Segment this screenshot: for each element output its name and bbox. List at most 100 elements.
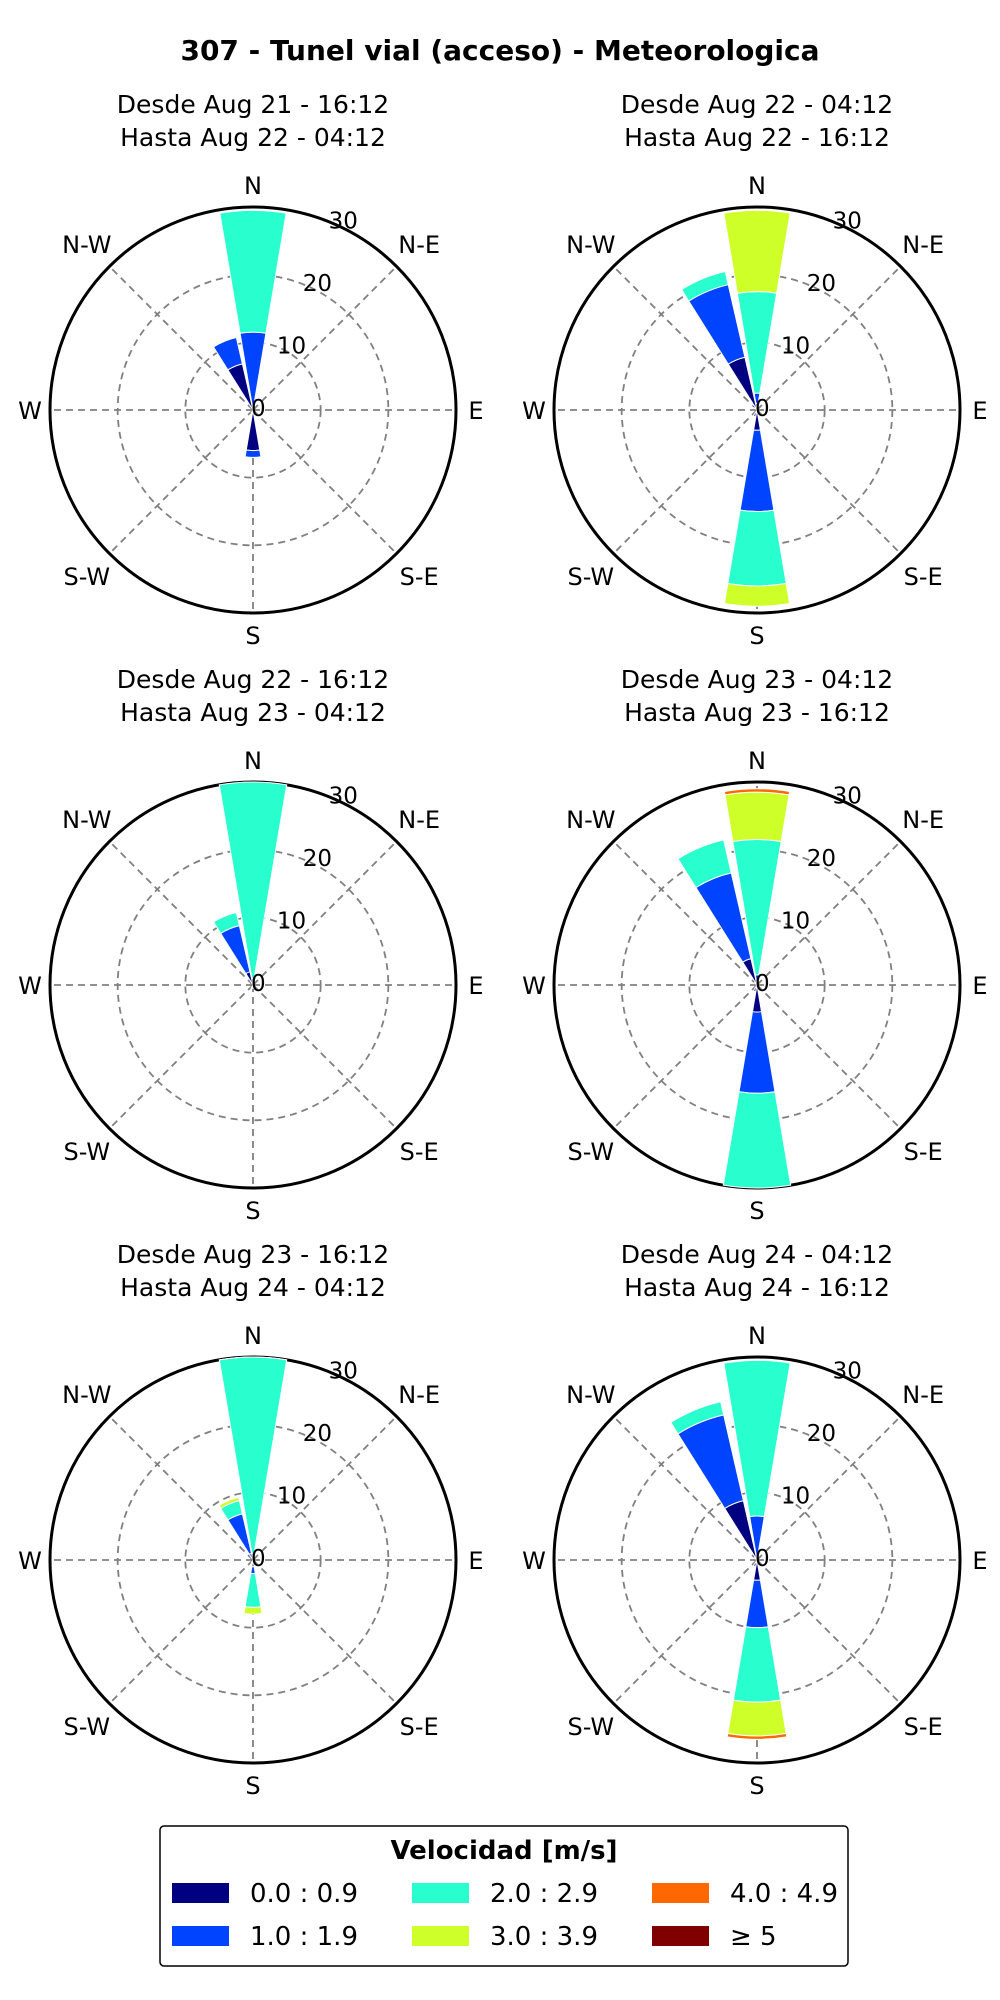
panel-subtitle-line: Desde Aug 22 - 04:12 — [621, 90, 893, 119]
grid-spoke — [612, 1559, 758, 1705]
panel-subtitle-line: Desde Aug 23 - 04:12 — [621, 665, 893, 694]
direction-label: S — [245, 622, 260, 650]
wind-wedge — [677, 839, 732, 889]
wind-wedge — [752, 984, 758, 993]
wind-wedge — [727, 509, 787, 587]
ring-label: 30 — [833, 783, 862, 809]
direction-label: N-W — [62, 1381, 111, 1409]
legend-swatch — [172, 1926, 229, 1946]
windrose-panels: Desde Aug 21 - 16:12 Hasta Aug 22 - 04:12… — [18, 90, 987, 1800]
direction-label: N — [244, 1322, 262, 1350]
direction-label: N — [748, 1322, 766, 1350]
ring-label: 10 — [781, 1483, 810, 1509]
wind-wedge — [219, 209, 287, 334]
direction-label: E — [972, 972, 987, 1000]
ring-label: 20 — [807, 271, 836, 297]
ring-label: 20 — [303, 271, 332, 297]
panel-subtitle-line: Desde Aug 21 - 16:12 — [117, 90, 389, 119]
direction-label: W — [18, 1547, 42, 1575]
grid-spoke — [108, 409, 254, 555]
wind-wedge — [212, 336, 243, 371]
direction-label: N-W — [566, 1381, 615, 1409]
direction-label: S — [245, 1772, 260, 1800]
legend-title: Velocidad [m/s] — [390, 1836, 617, 1866]
wind-wedge — [723, 582, 791, 607]
figure-title: 307 - Tunel vial (acceso) - Meteorologic… — [180, 34, 819, 67]
wind-wedge — [722, 1091, 792, 1189]
direction-label: S-W — [568, 1713, 615, 1741]
direction-label: E — [972, 397, 987, 425]
direction-label: N-E — [902, 231, 944, 259]
direction-label: S-E — [400, 563, 439, 591]
direction-label: E — [468, 397, 483, 425]
direction-label: N — [748, 747, 766, 775]
ring-label: 20 — [303, 846, 332, 872]
windrose-panel: Desde Aug 23 - 04:12 Hasta Aug 23 - 16:12… — [522, 665, 987, 1225]
ring-label: 20 — [807, 846, 836, 872]
direction-label: S-W — [64, 1138, 111, 1166]
grid-spoke — [252, 984, 398, 1130]
grid-spoke — [108, 840, 254, 986]
grid-spoke — [252, 1415, 398, 1561]
direction-label: S-W — [568, 563, 615, 591]
direction-label: W — [522, 1547, 546, 1575]
wind-wedge — [218, 1496, 240, 1510]
grid-spoke — [252, 409, 398, 555]
ring-label: 10 — [781, 333, 810, 359]
panel-subtitle-line: Hasta Aug 24 - 04:12 — [120, 1273, 386, 1302]
ring-label: 20 — [303, 1421, 332, 1447]
wind-wedge — [753, 1556, 758, 1561]
grid-spoke — [108, 265, 254, 411]
wind-wedge — [723, 209, 791, 294]
grid-spoke — [252, 265, 398, 411]
legend-swatch — [412, 1883, 469, 1903]
legend-swatch — [652, 1926, 709, 1946]
ring-label: 0 — [251, 1546, 266, 1572]
direction-label: N-E — [902, 1381, 944, 1409]
wind-wedge — [723, 1359, 791, 1518]
legend-label: ≥ 5 — [730, 1922, 777, 1952]
grid-spoke — [612, 265, 758, 411]
legend-swatch — [652, 1883, 709, 1903]
ring-label: 0 — [251, 971, 266, 997]
grid-spoke — [756, 1559, 902, 1705]
panel-subtitle-line: Desde Aug 22 - 16:12 — [117, 665, 389, 694]
wind-wedge — [677, 1414, 744, 1510]
wind-wedge — [723, 788, 791, 796]
polar-frame — [552, 205, 962, 615]
wind-wedge — [219, 1356, 287, 1361]
wind-wedge — [218, 1356, 288, 1554]
wind-wedge — [244, 1572, 262, 1608]
direction-label: W — [18, 972, 42, 1000]
legend-swatch — [172, 1883, 229, 1903]
wind-wedge — [753, 981, 758, 986]
wind-wedge — [732, 1626, 782, 1703]
ring-label: 0 — [251, 396, 266, 422]
direction-label: S-E — [400, 1138, 439, 1166]
wind-wedge — [756, 409, 760, 414]
windrose-panel: Desde Aug 24 - 04:12 Hasta Aug 24 - 16:12… — [522, 1240, 987, 1800]
legend-swatch — [412, 1926, 469, 1946]
direction-label: S — [749, 1197, 764, 1225]
direction-label: S — [749, 1772, 764, 1800]
grid-spoke — [612, 984, 758, 1130]
grid-spoke — [252, 1559, 398, 1705]
wind-wedge — [752, 1559, 758, 1568]
windrose-panel: Desde Aug 22 - 04:12 Hasta Aug 22 - 16:12… — [522, 90, 987, 650]
direction-label: W — [522, 972, 546, 1000]
wind-wedge — [738, 1011, 776, 1094]
direction-label: W — [18, 397, 42, 425]
ring-label: 0 — [755, 1546, 770, 1572]
direction-label: N-W — [62, 231, 111, 259]
wind-wedge — [752, 409, 758, 418]
direction-label: N-E — [398, 231, 440, 259]
legend-label: 4.0 : 4.9 — [730, 1879, 838, 1909]
ring-label: 20 — [807, 1421, 836, 1447]
grid-spoke — [108, 1559, 254, 1705]
direction-label: S-W — [64, 563, 111, 591]
direction-label: W — [522, 397, 546, 425]
legend-label: 0.0 : 0.9 — [250, 1879, 358, 1909]
ring-label: 10 — [277, 333, 306, 359]
ring-label: 30 — [833, 1358, 862, 1384]
ring-label: 10 — [277, 908, 306, 934]
